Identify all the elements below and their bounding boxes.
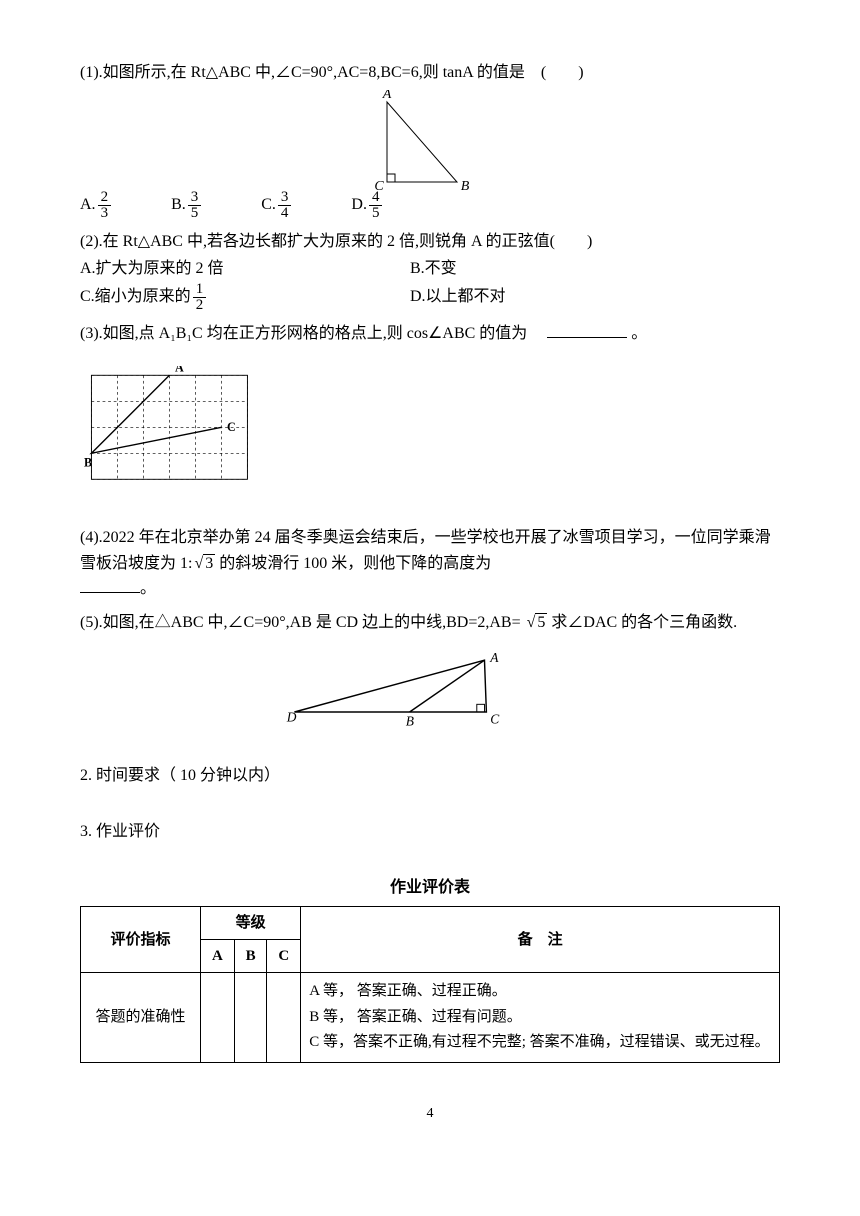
q1-option-c: C. 34	[261, 190, 291, 221]
q1-options: A. 23 B. 35 C. 34 D. 45	[80, 190, 780, 221]
question-1: (1).如图所示,在 Rt△ABC 中,∠C=90°,AC=8,BC=6,则 t…	[80, 60, 780, 221]
q2-option-b: B.不变	[410, 256, 457, 282]
q3-text: (3).如图,点 A₁B₁C 均在正方形网格的格点上,则 cos∠ABC 的值为	[80, 325, 543, 342]
cell-grade-b	[234, 973, 267, 1063]
question-2: (2).在 Rt△ABC 中,若各边长都扩大为原来的 2 倍,则锐角 A 的正弦…	[80, 229, 780, 313]
svg-text:C: C	[227, 420, 236, 434]
sqrt-5: 5	[525, 610, 548, 636]
section-3-title: 3. 作业评价	[80, 819, 780, 845]
th-grade-a: A	[201, 940, 235, 973]
question-4: (4).2022 年在北京举办第 24 届冬季奥运会结束后，一些学校也开展了冰雪…	[80, 525, 780, 602]
question-3: (3).如图,点 A₁B₁C 均在正方形网格的格点上,则 cos∠ABC 的值为…	[80, 321, 780, 347]
eval-table-title: 作业评价表	[80, 875, 780, 901]
q3-blank	[547, 322, 627, 338]
q4-blank	[80, 577, 140, 593]
question-5: (5).如图,在△ABC 中,∠C=90°,AB 是 CD 边上的中线,BD=2…	[80, 610, 780, 636]
svg-text:C: C	[490, 712, 500, 727]
th-grade-c: C	[267, 940, 301, 973]
cell-indicator: 答题的准确性	[81, 973, 201, 1063]
q1-text: (1).如图所示,在 Rt△ABC 中,∠C=90°,AC=8,BC=6,则 t…	[80, 60, 780, 86]
q2-option-a: A.扩大为原来的 2 倍	[80, 256, 410, 282]
svg-text:A: A	[382, 90, 392, 102]
svg-text:B: B	[84, 456, 92, 470]
q1-triangle-diagram: A C B	[375, 90, 485, 190]
q2-text: (2).在 Rt△ABC 中,若各边长都扩大为原来的 2 倍,则锐角 A 的正弦…	[80, 229, 780, 255]
section-2-title: 2. 时间要求（ 10 分钟以内）	[80, 763, 780, 789]
svg-text:C: C	[375, 179, 384, 190]
th-indicator: 评价指标	[81, 907, 201, 973]
svg-text:B: B	[406, 714, 414, 729]
q1-option-b: B. 35	[171, 190, 201, 221]
cell-grade-a	[201, 973, 235, 1063]
q2-option-c: C.缩小为原来的 12	[80, 282, 410, 313]
q3-grid-diagram: A B C	[80, 366, 270, 496]
cell-remark: A 等， 答案正确、过程正确。 B 等， 答案正确、过程有问题。 C 等，答案不…	[301, 973, 780, 1063]
q1-option-a: A. 23	[80, 190, 111, 221]
svg-text:D: D	[286, 710, 297, 725]
th-remark: 备 注	[301, 907, 780, 973]
svg-text:A: A	[175, 366, 184, 375]
cell-grade-c	[267, 973, 301, 1063]
sqrt-3: 3	[192, 551, 215, 577]
svg-text:A: A	[489, 650, 499, 665]
th-grade-b: B	[234, 940, 267, 973]
th-grade: 等级	[201, 907, 301, 940]
page-number: 4	[80, 1103, 780, 1125]
evaluation-table: 评价指标 等级 备 注 A B C 答题的准确性 A 等， 答案正确、过程正确。…	[80, 906, 780, 1063]
svg-text:B: B	[461, 179, 470, 190]
q2-option-d: D.以上都不对	[410, 284, 506, 310]
q5-triangle-diagram: D B C A	[280, 643, 520, 733]
table-row: 答题的准确性 A 等， 答案正确、过程正确。 B 等， 答案正确、过程有问题。 …	[81, 973, 780, 1063]
q1-option-d: D. 45	[351, 190, 382, 221]
